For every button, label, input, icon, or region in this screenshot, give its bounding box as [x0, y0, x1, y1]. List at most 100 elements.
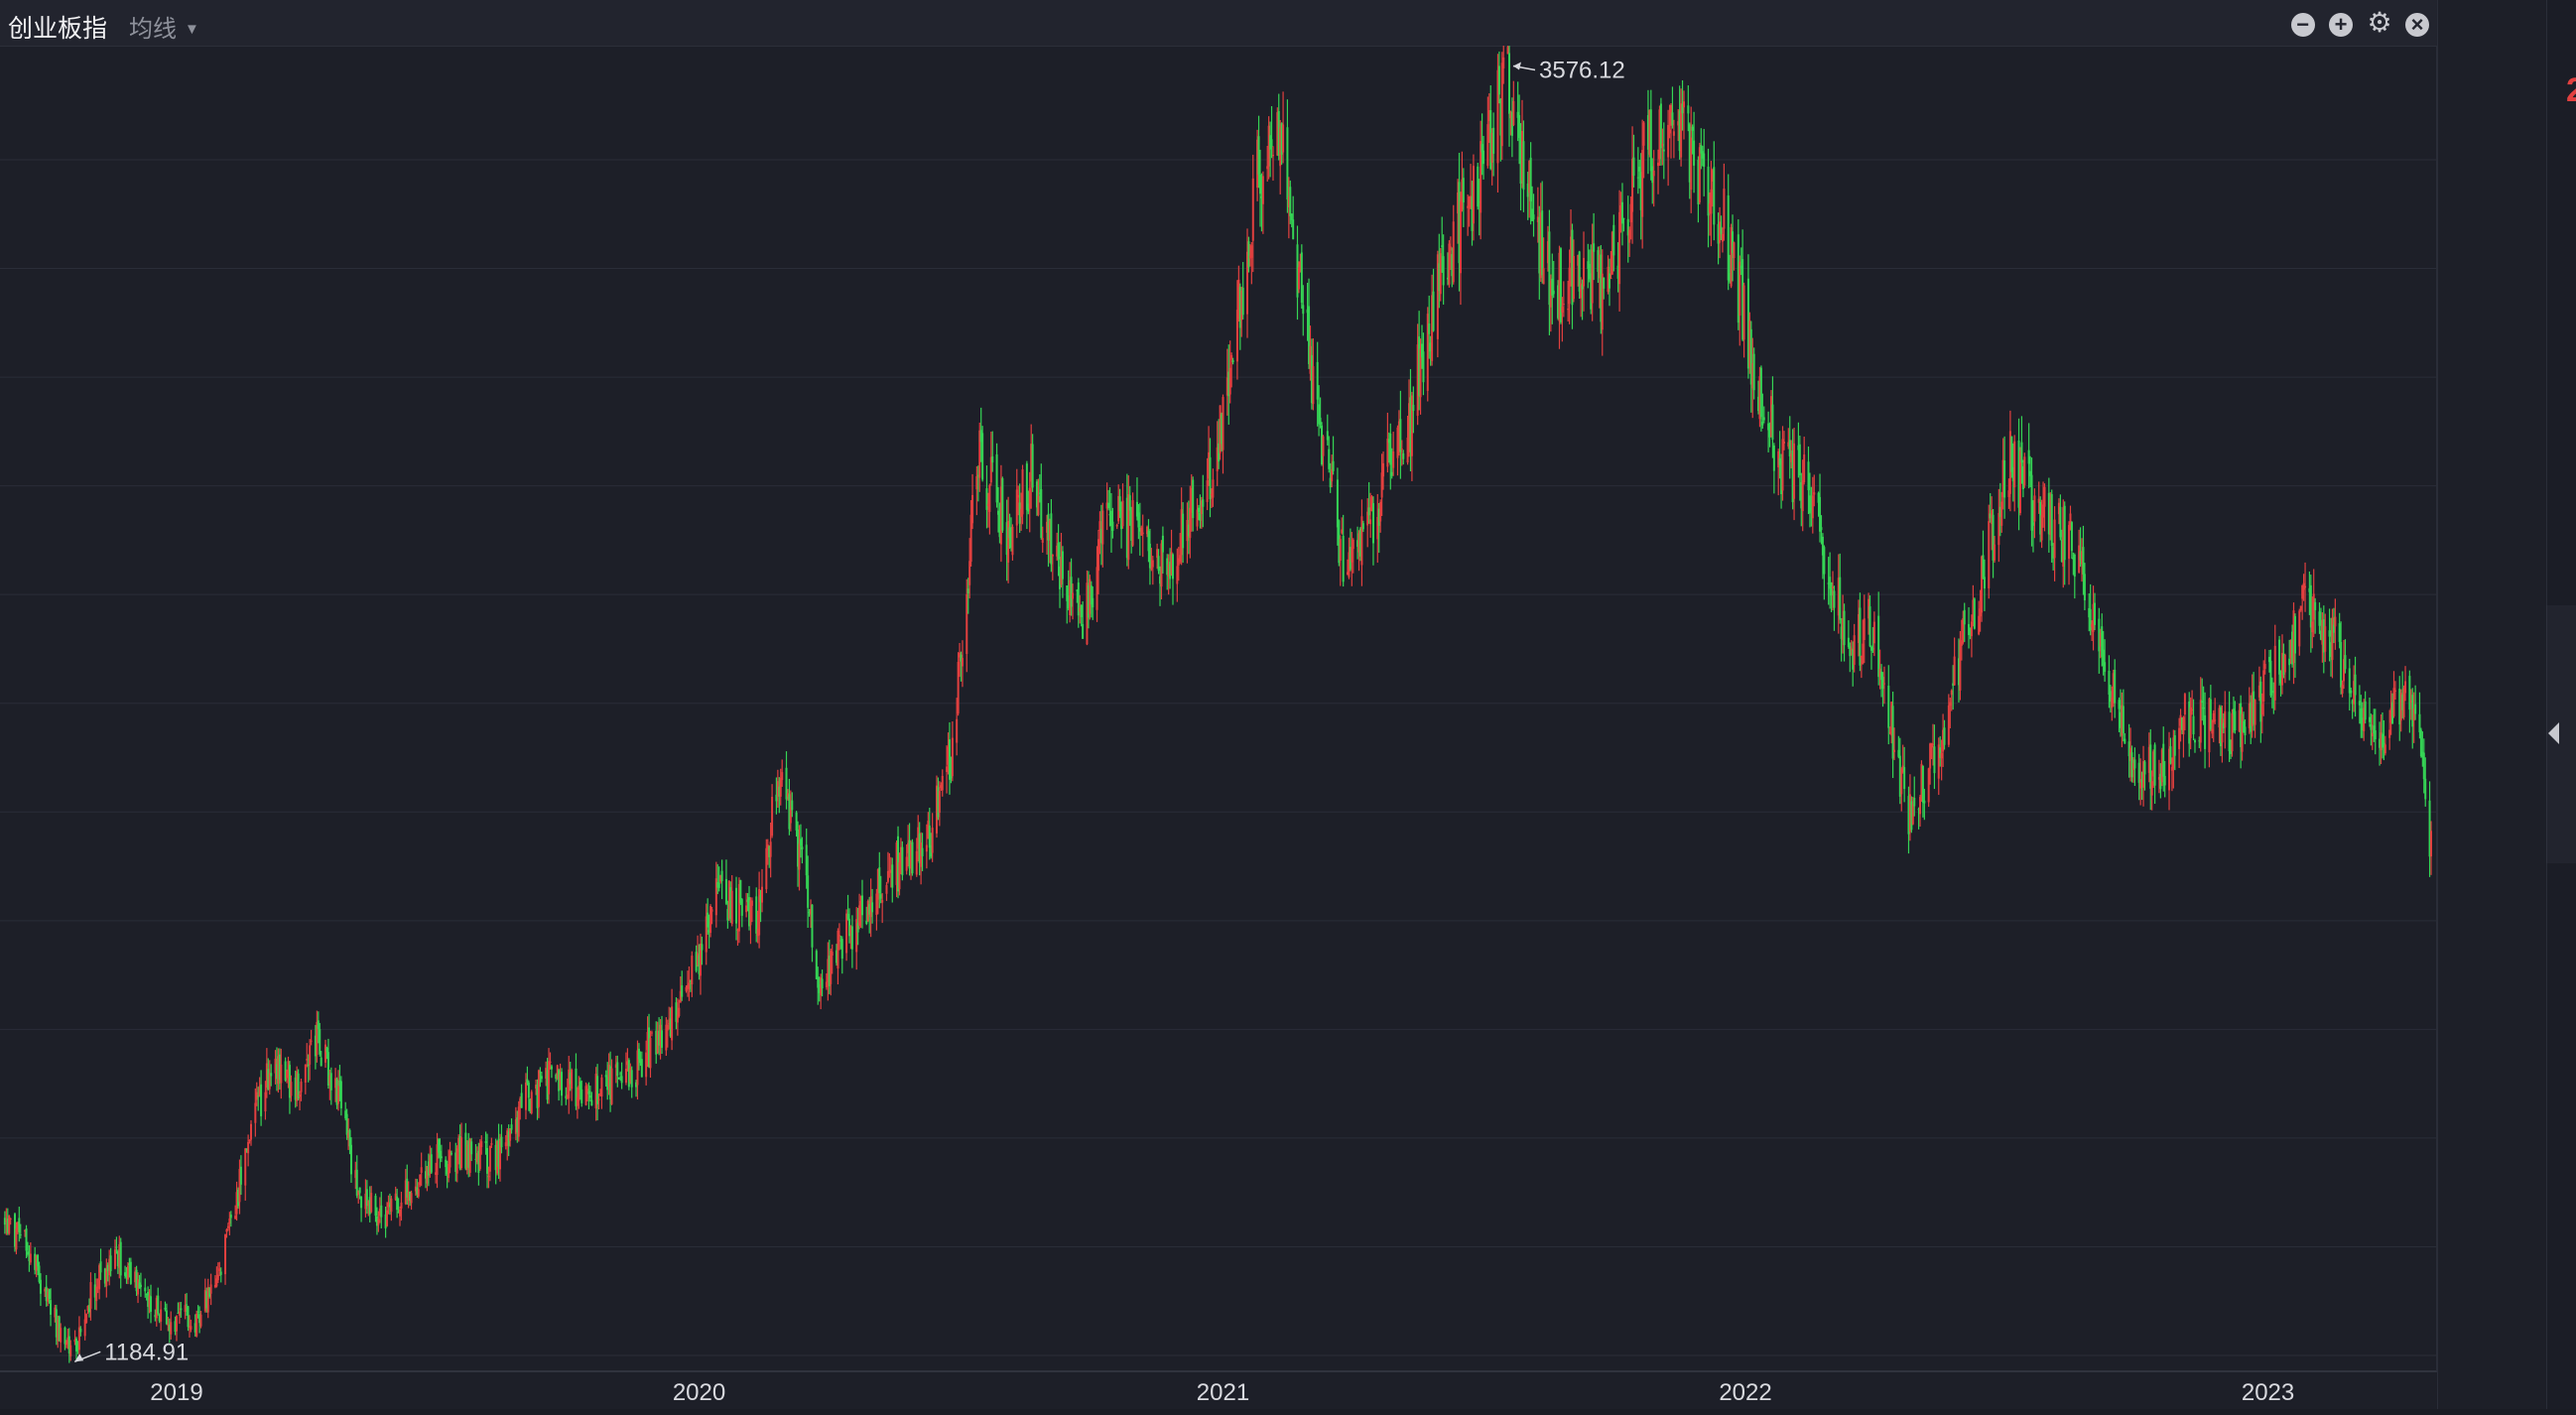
- candle-body: [1439, 253, 1442, 295]
- candle-body: [1266, 166, 1269, 170]
- candle-body: [1871, 648, 1874, 650]
- close-icon[interactable]: ×: [2405, 13, 2429, 37]
- candle-body: [288, 1065, 291, 1098]
- candle-body: [299, 1094, 302, 1097]
- candle-body: [196, 1311, 199, 1313]
- candle-body: [2072, 558, 2075, 560]
- candle-body: [2234, 710, 2237, 731]
- candle-body: [810, 909, 813, 915]
- candle-body: [1377, 508, 1380, 526]
- candle-body: [287, 1061, 290, 1075]
- candle-body: [284, 1061, 287, 1081]
- candle-body: [2150, 781, 2153, 796]
- candle-body: [597, 1098, 600, 1100]
- candle-body: [2069, 513, 2072, 526]
- candle-body: [815, 951, 818, 979]
- candle-body: [1850, 648, 1853, 651]
- candle-body: [2218, 708, 2221, 728]
- candle-body: [2257, 685, 2260, 698]
- candle-body: [976, 474, 979, 476]
- candle-body: [64, 1343, 67, 1346]
- candle-body: [1869, 646, 1872, 651]
- candle-body: [1247, 241, 1250, 268]
- candle-body: [1047, 513, 1050, 541]
- candle-body: [426, 1166, 429, 1184]
- candle-body: [368, 1197, 371, 1215]
- candle-body: [1237, 279, 1240, 320]
- candle-body: [255, 1092, 258, 1100]
- candle-body: [1852, 649, 1855, 670]
- candle-body: [707, 912, 709, 928]
- candle-body: [1318, 404, 1321, 425]
- candle-body: [2302, 582, 2305, 590]
- candle-body: [2062, 507, 2065, 568]
- candle-body: [2049, 499, 2052, 536]
- candle-body: [1422, 351, 1425, 383]
- candle-body: [1729, 272, 1732, 282]
- candle-body: [849, 926, 852, 934]
- candle-body: [455, 1148, 458, 1174]
- candle-body: [801, 846, 804, 850]
- candle-body: [1331, 468, 1334, 482]
- candle-body: [278, 1054, 281, 1081]
- candle-body: [1648, 109, 1651, 155]
- candle-body: [737, 883, 740, 932]
- candle-body: [2173, 734, 2176, 756]
- candle-body: [2192, 715, 2195, 735]
- candle-body: [2109, 691, 2112, 703]
- candle-body: [2334, 616, 2337, 627]
- candle-body: [2311, 621, 2314, 633]
- candle-body: [397, 1212, 400, 1214]
- candle-body: [986, 503, 989, 506]
- candle-body: [1989, 513, 1992, 519]
- candle-body: [1451, 254, 1454, 277]
- candle-body: [109, 1255, 112, 1272]
- candle-body: [858, 905, 861, 927]
- candle-body: [2293, 615, 2296, 654]
- candle-body: [344, 1110, 347, 1119]
- candle-body: [959, 652, 962, 658]
- minimize-icon[interactable]: −: [2290, 13, 2315, 37]
- candle-body: [487, 1176, 490, 1178]
- collapse-arrow-icon[interactable]: [2548, 722, 2559, 744]
- candle-body: [941, 775, 944, 791]
- candle-body: [539, 1072, 542, 1074]
- candle-body: [2047, 492, 2050, 535]
- candle-body: [1817, 492, 1820, 503]
- zoom-in-icon[interactable]: +: [2329, 13, 2354, 37]
- candle-body: [1500, 63, 1503, 147]
- candle-body: [559, 1074, 562, 1090]
- candle-body: [546, 1070, 549, 1100]
- candle-body: [1296, 244, 1299, 298]
- candle-body: [1667, 124, 1670, 158]
- candle-body: [607, 1064, 610, 1087]
- candle-body: [726, 909, 729, 921]
- candle-body: [1227, 371, 1230, 397]
- candle-body: [2214, 719, 2217, 721]
- candle-body: [2308, 587, 2311, 592]
- candle-body: [2170, 766, 2173, 771]
- candle-body: [1431, 295, 1434, 361]
- candle-body: [378, 1208, 381, 1217]
- candle-body: [837, 935, 840, 937]
- candle-body: [620, 1076, 623, 1084]
- candle-body: [118, 1243, 121, 1268]
- chart-toolbar: 创业板指 均线 ▼ − + ⚙ ×: [0, 0, 2437, 47]
- candle-body: [1159, 576, 1162, 584]
- candle-body: [468, 1138, 471, 1173]
- candle-body: [1180, 509, 1183, 556]
- candle-body: [517, 1106, 520, 1137]
- candle-body: [1767, 423, 1770, 431]
- candle-body: [1710, 189, 1713, 214]
- gear-icon[interactable]: ⚙: [2367, 7, 2392, 38]
- candlestick-chart[interactable]: 1200.001400.001600.001800.002000.002200.…: [0, 46, 2437, 1409]
- candle-body: [124, 1272, 127, 1276]
- candle-body: [691, 956, 694, 984]
- candle-body: [766, 844, 769, 850]
- candle-body: [1225, 377, 1228, 396]
- candle-body: [845, 913, 848, 954]
- moving-average-dropdown[interactable]: 均线 ▼: [129, 9, 199, 44]
- candle-body: [229, 1215, 232, 1219]
- candle-body: [579, 1081, 581, 1091]
- candle-body: [448, 1164, 451, 1179]
